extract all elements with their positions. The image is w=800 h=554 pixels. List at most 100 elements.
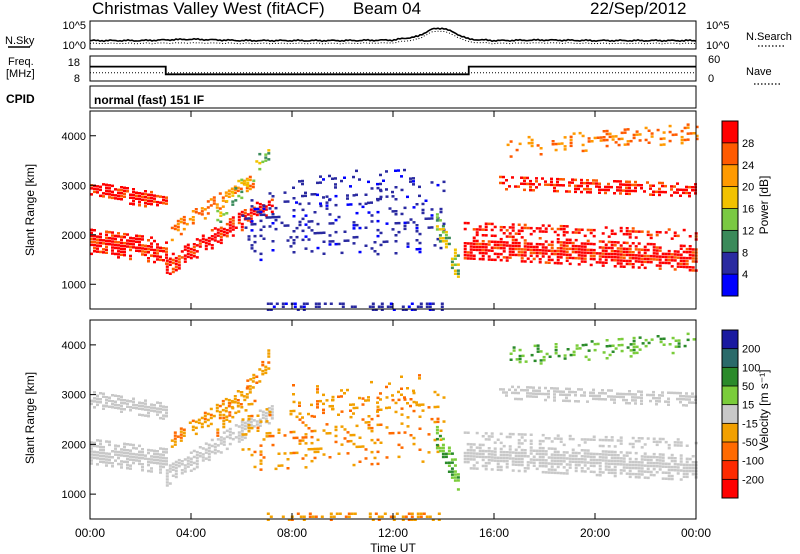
scatter-cell xyxy=(595,461,599,465)
scatter-cell xyxy=(215,403,219,407)
scatter-cell xyxy=(514,185,517,188)
scatter-cell xyxy=(553,252,557,256)
scatter-cell xyxy=(216,431,220,434)
scatter-cell xyxy=(156,252,159,255)
scatter-cell xyxy=(658,255,662,258)
scatter-cell xyxy=(183,245,187,248)
scatter-cell xyxy=(493,450,497,453)
scatter-cell xyxy=(219,229,223,233)
scatter-cell xyxy=(629,139,633,143)
scatter-cell xyxy=(243,209,247,212)
scatter-cell xyxy=(574,187,577,191)
scatter-cell xyxy=(625,250,629,254)
scatter-cell xyxy=(441,437,445,441)
scatter-cell xyxy=(90,252,93,256)
scatter-cell xyxy=(234,187,238,190)
scatter-cell xyxy=(292,436,296,440)
scatter-cell xyxy=(337,215,341,219)
scatter-cell xyxy=(111,249,114,252)
x-axis-title: Time UT xyxy=(370,541,416,554)
scatter-cell xyxy=(403,221,407,225)
scatter-cell xyxy=(514,253,518,257)
scatter-cell xyxy=(631,189,634,193)
scatter-cell xyxy=(536,350,540,353)
scatter-cell xyxy=(228,420,232,423)
scatter-cell xyxy=(234,411,238,415)
scatter-cell xyxy=(658,459,662,462)
scatter-cell xyxy=(394,213,398,216)
scatter-cell xyxy=(586,251,590,255)
scatter-cell xyxy=(565,387,568,391)
scatter-cell xyxy=(547,456,551,459)
scatter-cell xyxy=(541,243,545,246)
scatter-cell xyxy=(475,455,479,458)
scatter-cell xyxy=(228,427,232,431)
scatter-cell xyxy=(613,241,617,244)
scatter-cell xyxy=(264,153,268,156)
scatter-cell xyxy=(129,449,132,452)
scatter-cell xyxy=(222,413,226,417)
scatter-cell xyxy=(267,203,271,206)
scatter-cell xyxy=(108,458,111,462)
scatter-cell xyxy=(509,140,513,143)
scatter-cell xyxy=(114,197,117,200)
scatter-cell xyxy=(261,372,265,376)
scatter-cell xyxy=(165,457,168,460)
scatter-cell xyxy=(258,418,262,421)
scatter-cell xyxy=(529,442,533,445)
scatter-cell xyxy=(691,251,695,254)
scatter-cell xyxy=(616,262,620,265)
scatter-cell xyxy=(425,515,429,518)
scatter-cell xyxy=(90,231,93,235)
scatter-cell xyxy=(628,472,632,476)
scatter-cell xyxy=(595,185,598,188)
scatter-cell xyxy=(629,355,633,358)
scatter-cell xyxy=(472,458,476,461)
scatter-cell xyxy=(586,239,590,243)
scatter-cell xyxy=(472,228,476,231)
scatter-cell xyxy=(559,262,563,265)
scatter-cell xyxy=(248,388,252,391)
scatter-cell xyxy=(252,206,256,210)
scatter-cell xyxy=(195,238,199,241)
scatter-cell xyxy=(435,216,439,219)
scatter-cell xyxy=(556,227,560,231)
scatter-cell xyxy=(695,137,699,141)
scatter-cell xyxy=(165,484,169,487)
scatter-cell xyxy=(601,392,604,395)
scatter-cell xyxy=(247,430,251,433)
scatter-cell xyxy=(523,176,526,180)
scatter-cell xyxy=(655,471,659,474)
scatter-cell xyxy=(496,459,500,462)
scatter-cell xyxy=(551,140,555,143)
scatter-cell xyxy=(141,195,144,198)
scatter-cell xyxy=(401,515,405,518)
scatter-cell xyxy=(304,442,308,445)
scatter-cell xyxy=(147,260,150,263)
scatter-cell xyxy=(406,221,410,224)
scatter-cell xyxy=(610,468,614,472)
scatter-cell xyxy=(261,160,265,164)
scatter-cell xyxy=(380,305,384,308)
scatter-cell xyxy=(251,380,255,383)
scatter-cell xyxy=(562,244,566,247)
scatter-cell xyxy=(450,257,454,261)
scatter-cell xyxy=(505,235,509,238)
scatter-cell xyxy=(255,423,259,426)
scatter-cell xyxy=(236,399,240,402)
y-tick-label: 2000 xyxy=(62,230,86,242)
scatter-cell xyxy=(529,395,532,398)
scatter-cell xyxy=(141,469,144,472)
scatter-cell xyxy=(328,456,332,459)
scatter-cell xyxy=(583,441,587,444)
scatter-cell xyxy=(646,437,650,440)
scatter-cell xyxy=(625,241,629,245)
scatter-cell xyxy=(228,230,232,233)
scatter-cell xyxy=(499,240,503,244)
scatter-cell xyxy=(505,244,509,247)
scatter-cell xyxy=(475,228,479,231)
scatter-cell xyxy=(314,302,318,305)
scatter-cell xyxy=(144,202,147,205)
scatter-cell xyxy=(352,442,356,446)
scatter-cell xyxy=(643,443,647,446)
